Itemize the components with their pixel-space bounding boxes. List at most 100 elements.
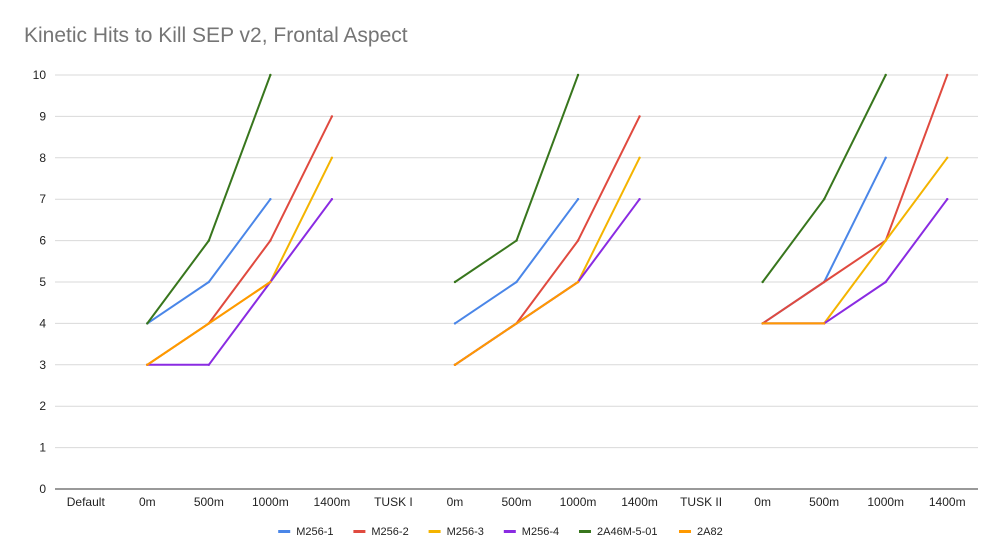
legend-item: M256-3 [428, 526, 484, 538]
series-line-segment [761, 74, 887, 283]
data-point [453, 322, 457, 325]
series-line-segment [146, 198, 272, 325]
series-line-segment [761, 74, 949, 325]
y-tick-label: 5 [39, 275, 46, 289]
data-point [884, 280, 887, 284]
data-point [269, 280, 272, 284]
legend-item: M256-1 [278, 526, 333, 538]
data-point [576, 198, 580, 201]
series-line-segment [453, 74, 580, 283]
y-tick-label: 2 [39, 399, 46, 413]
x-tick-label: 1000m [867, 495, 904, 509]
series-line-segment [146, 198, 333, 366]
series-2a82 [146, 280, 826, 366]
data-point [946, 198, 949, 201]
data-point [822, 198, 826, 201]
legend-label: M256-2 [371, 526, 408, 538]
x-tick-label: 1400m [621, 495, 658, 509]
chart-title: Kinetic Hits to Kill SEP v2, Frontal Asp… [24, 24, 408, 47]
legend-swatch [278, 530, 291, 533]
legend-swatch [579, 530, 591, 533]
data-point [638, 115, 641, 118]
series-line-segment [453, 156, 641, 366]
x-tick-label: TUSK II [680, 495, 722, 509]
legend-label: 2A82 [697, 526, 723, 538]
data-point [330, 115, 334, 118]
data-point [146, 363, 149, 366]
legend-label: M256-4 [522, 526, 559, 538]
x-tick-label: 0m [447, 495, 464, 509]
data-point [822, 322, 826, 325]
legend-swatch [428, 530, 441, 533]
data-point [638, 198, 641, 201]
data-point [822, 280, 826, 284]
y-tick-label: 7 [39, 192, 46, 206]
data-point [146, 322, 149, 325]
data-point [515, 239, 518, 242]
legend-swatch [679, 530, 691, 533]
data-point [207, 280, 211, 284]
legend-item: M256-4 [503, 526, 559, 538]
data-point [884, 73, 887, 77]
data-point [761, 322, 764, 325]
data-point [576, 73, 580, 77]
x-tick-label: 0m [754, 495, 771, 509]
data-point [576, 280, 580, 284]
data-point [453, 363, 457, 366]
legend-item: 2A46M-5-01 [579, 526, 658, 538]
x-tick-label: Default [67, 495, 106, 509]
data-point [946, 73, 949, 77]
data-point [207, 239, 211, 242]
data-point [207, 363, 211, 366]
series-2a46m-5-01 [146, 73, 887, 325]
data-point [269, 239, 272, 242]
legend-item: 2A82 [679, 526, 723, 538]
legend-label: M256-3 [447, 526, 484, 538]
x-axis-tick-labels: Default 0m 500m 1000m 1400m TUSK I 0m 500m 1000m… [67, 495, 966, 509]
y-tick-label: 1 [39, 441, 46, 455]
legend-item: M256-2 [353, 526, 409, 538]
x-tick-label: 1400m [929, 495, 966, 509]
legend: M256-1 M256-2 M256-3 M256-4 2A46M-5-01 2A82 [278, 526, 723, 538]
y-axis-tick-labels: 0 1 2 3 4 5 6 7 8 9 10 [33, 68, 47, 496]
y-tick-label: 0 [39, 482, 46, 496]
data-point [884, 239, 887, 242]
data-point [761, 280, 764, 284]
y-tick-label: 9 [39, 109, 46, 123]
data-point [884, 156, 887, 159]
y-tick-label: 4 [39, 316, 46, 330]
x-tick-label: 1000m [252, 495, 289, 509]
data-point [269, 73, 272, 77]
x-tick-label: 500m [194, 495, 224, 509]
y-tick-label: 6 [39, 234, 46, 248]
legend-label: M256-1 [296, 526, 333, 538]
data-point [638, 156, 641, 159]
data-point [269, 198, 272, 201]
legend-label: 2A46M-5-01 [597, 526, 658, 538]
series-line-segment [453, 198, 580, 325]
legend-swatch [353, 530, 366, 533]
series-m256-3 [146, 156, 949, 366]
x-tick-label: 500m [809, 495, 839, 509]
series-m256-2 [146, 73, 949, 366]
y-tick-label: 8 [39, 151, 46, 165]
data-point [515, 280, 518, 284]
y-tick-label: 3 [39, 358, 46, 372]
data-point [515, 322, 518, 325]
data-point [330, 198, 334, 201]
data-point [576, 239, 580, 242]
x-tick-label: 0m [139, 495, 156, 509]
x-tick-label: 500m [501, 495, 531, 509]
series-line-segment [146, 156, 333, 366]
data-point [946, 156, 949, 159]
y-tick-label: 10 [33, 68, 47, 82]
series-lines [146, 73, 949, 366]
x-tick-label: 1400m [314, 495, 351, 509]
gridlines [55, 74, 978, 490]
x-tick-label: 1000m [560, 495, 597, 509]
data-point [330, 156, 334, 159]
data-point [453, 280, 457, 284]
data-point [207, 322, 211, 325]
x-tick-label: TUSK I [374, 495, 413, 509]
